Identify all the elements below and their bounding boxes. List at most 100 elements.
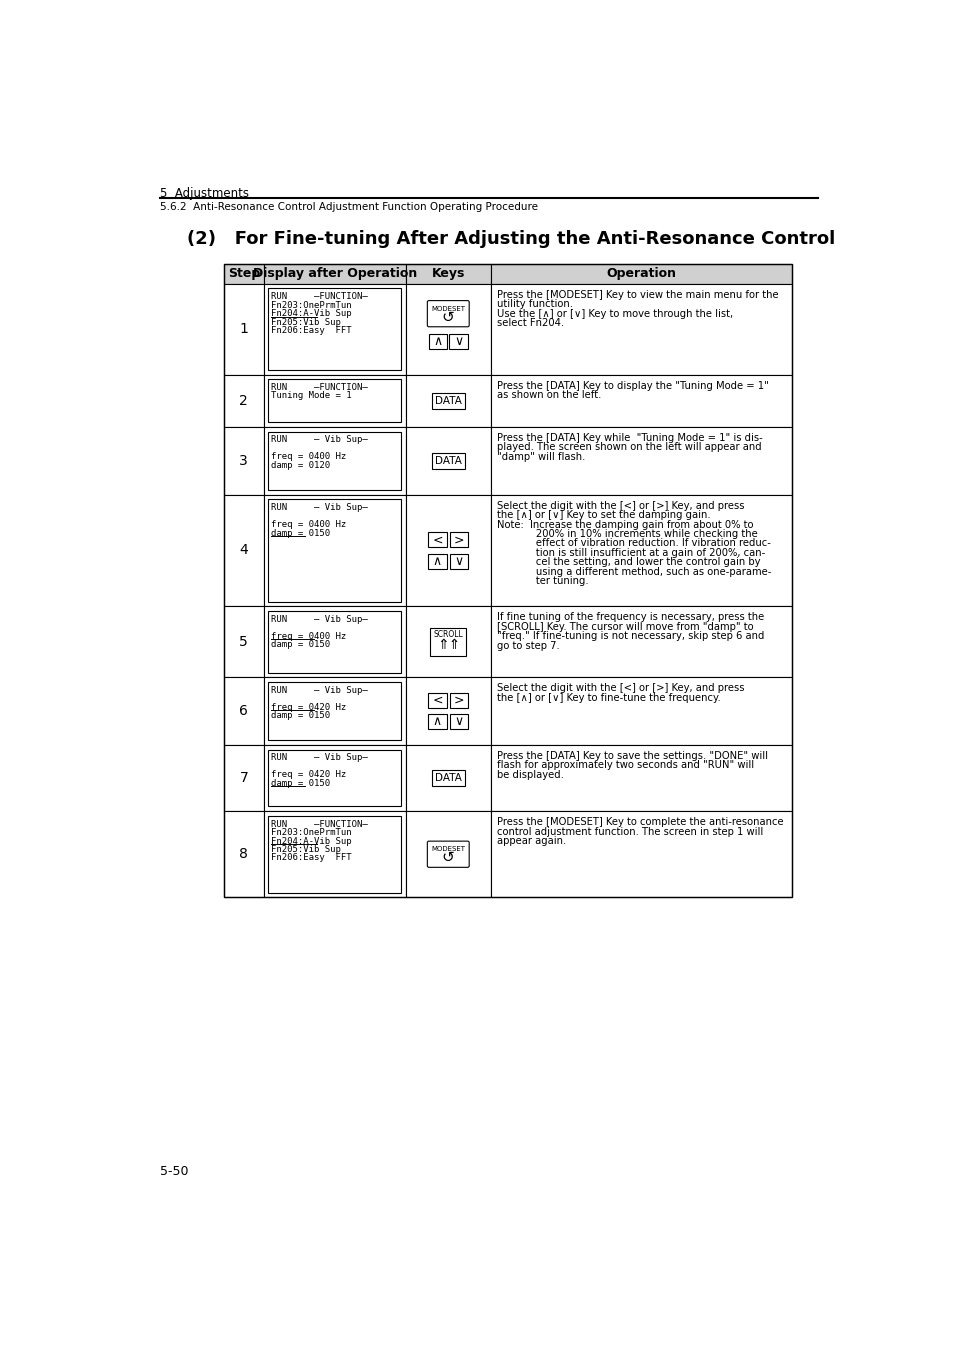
- Bar: [263, 811, 405, 898]
- Bar: [450, 532, 468, 547]
- Bar: [405, 263, 491, 284]
- Bar: [491, 678, 791, 745]
- Bar: [268, 289, 400, 370]
- Bar: [268, 612, 400, 672]
- Text: Select the digit with the [<] or [>] Key, and press: Select the digit with the [<] or [>] Key…: [497, 501, 743, 510]
- Text: ∨: ∨: [454, 716, 463, 728]
- Text: If fine tuning of the frequency is necessary, press the: If fine tuning of the frequency is neces…: [497, 613, 763, 622]
- Text: RUN     — Vib Sup—: RUN — Vib Sup—: [271, 504, 368, 512]
- Bar: [268, 749, 400, 806]
- Bar: [428, 554, 446, 568]
- Text: Tuning Mode = 1: Tuning Mode = 1: [271, 392, 352, 401]
- Bar: [491, 811, 791, 898]
- Bar: [491, 284, 791, 374]
- Bar: [428, 693, 446, 707]
- Text: ∧: ∧: [433, 555, 441, 568]
- Text: 5.6.2  Anti-Resonance Control Adjustment Function Operating Procedure: 5.6.2 Anti-Resonance Control Adjustment …: [159, 202, 537, 212]
- Text: RUN     —FUNCTION—: RUN —FUNCTION—: [271, 292, 368, 301]
- Bar: [432, 452, 464, 468]
- Text: SCROLL: SCROLL: [433, 630, 462, 640]
- Text: freq = 0400 Hz: freq = 0400 Hz: [271, 452, 346, 462]
- Text: control adjustment function. The screen in step 1 will: control adjustment function. The screen …: [497, 826, 762, 837]
- Bar: [491, 606, 791, 678]
- Text: go to step 7.: go to step 7.: [497, 641, 559, 651]
- Bar: [268, 432, 400, 490]
- Bar: [449, 333, 468, 348]
- Text: freq = 0420 Hz: freq = 0420 Hz: [271, 702, 346, 711]
- Bar: [450, 714, 468, 729]
- Bar: [224, 263, 791, 898]
- FancyBboxPatch shape: [427, 841, 469, 867]
- Text: played. The screen shown on the left will appear and: played. The screen shown on the left wil…: [497, 443, 760, 452]
- Text: as shown on the left.: as shown on the left.: [497, 390, 600, 400]
- Text: Keys: Keys: [431, 267, 464, 281]
- Text: ter tuning.: ter tuning.: [514, 576, 588, 586]
- Text: Select the digit with the [<] or [>] Key, and press: Select the digit with the [<] or [>] Key…: [497, 683, 743, 694]
- Text: freq = 0400 Hz: freq = 0400 Hz: [271, 520, 346, 529]
- Text: ↺: ↺: [441, 309, 455, 324]
- Text: Press the [DATA] Key to save the settings. "DONE" will: Press the [DATA] Key to save the setting…: [497, 751, 767, 761]
- Text: freq = 0420 Hz: freq = 0420 Hz: [271, 771, 346, 779]
- Text: Fn206:Easy  FFT: Fn206:Easy FFT: [271, 325, 352, 335]
- Text: Fn204:A-Vib Sup: Fn204:A-Vib Sup: [271, 837, 352, 845]
- Text: Fn204:A-Vib Sup: Fn204:A-Vib Sup: [271, 309, 352, 319]
- Text: tion is still insufficient at a gain of 200%, can-: tion is still insufficient at a gain of …: [514, 548, 764, 558]
- Text: damp = 0150: damp = 0150: [271, 711, 330, 720]
- Text: >: >: [454, 694, 464, 707]
- Text: Press the [MODESET] Key to complete the anti-resonance: Press the [MODESET] Key to complete the …: [497, 817, 782, 828]
- Text: Display after Operation: Display after Operation: [253, 267, 416, 281]
- Bar: [491, 745, 791, 811]
- Text: Fn205:Vib Sup: Fn205:Vib Sup: [271, 845, 341, 855]
- Text: ∧: ∧: [433, 335, 442, 348]
- Bar: [224, 494, 263, 606]
- Bar: [450, 554, 468, 568]
- Text: ↺: ↺: [441, 850, 455, 865]
- Text: Press the [MODESET] Key to view the main menu for the: Press the [MODESET] Key to view the main…: [497, 290, 778, 300]
- Bar: [428, 333, 447, 348]
- Text: Fn206:Easy  FFT: Fn206:Easy FFT: [271, 853, 352, 863]
- Text: damp = 0120: damp = 0120: [271, 460, 330, 470]
- Text: utility function.: utility function.: [497, 300, 573, 309]
- Bar: [224, 263, 263, 284]
- Text: effect of vibration reduction. If vibration reduc-: effect of vibration reduction. If vibrat…: [514, 539, 770, 548]
- Text: Fn205:Vib Sup: Fn205:Vib Sup: [271, 317, 341, 327]
- Bar: [450, 693, 468, 707]
- Bar: [405, 374, 491, 427]
- Text: DATA: DATA: [435, 396, 461, 406]
- Bar: [405, 606, 491, 678]
- Text: ∨: ∨: [454, 555, 463, 568]
- Text: RUN     — Vib Sup—: RUN — Vib Sup—: [271, 686, 368, 695]
- Text: [SCROLL] Key. The cursor will move from "damp" to: [SCROLL] Key. The cursor will move from …: [497, 622, 753, 632]
- Bar: [224, 678, 263, 745]
- Bar: [224, 745, 263, 811]
- Bar: [405, 494, 491, 606]
- Bar: [491, 427, 791, 494]
- Text: Note:  Increase the damping gain from about 0% to: Note: Increase the damping gain from abo…: [497, 520, 753, 529]
- Bar: [224, 811, 263, 898]
- Bar: [405, 284, 491, 374]
- Bar: [263, 427, 405, 494]
- Text: damp = 0150: damp = 0150: [271, 528, 330, 537]
- Bar: [432, 769, 464, 786]
- Text: be displayed.: be displayed.: [497, 769, 563, 780]
- Text: Operation: Operation: [606, 267, 676, 281]
- Bar: [491, 263, 791, 284]
- Text: RUN     —FUNCTION—: RUN —FUNCTION—: [271, 819, 368, 829]
- Bar: [224, 427, 263, 494]
- Text: damp = 0150: damp = 0150: [271, 779, 330, 788]
- Bar: [405, 745, 491, 811]
- Text: RUN     — Vib Sup—: RUN — Vib Sup—: [271, 753, 368, 763]
- Bar: [430, 628, 466, 656]
- Text: DATA: DATA: [435, 456, 461, 466]
- Text: <: <: [432, 694, 442, 707]
- Bar: [268, 379, 400, 423]
- Text: 6: 6: [239, 703, 248, 718]
- Text: flash for approximately two seconds and "RUN" will: flash for approximately two seconds and …: [497, 760, 754, 771]
- Bar: [405, 678, 491, 745]
- Text: ∧: ∧: [433, 716, 441, 728]
- Text: "freq." If fine-tuning is not necessary, skip step 6 and: "freq." If fine-tuning is not necessary,…: [497, 632, 763, 641]
- Text: 200% in 10% increments while checking the: 200% in 10% increments while checking th…: [514, 529, 757, 539]
- Text: Fn203:OnePrmTun: Fn203:OnePrmTun: [271, 301, 352, 309]
- Text: 3: 3: [239, 454, 248, 467]
- Text: (2)   For Fine-tuning After Adjusting the Anti-Resonance Control: (2) For Fine-tuning After Adjusting the …: [187, 230, 835, 248]
